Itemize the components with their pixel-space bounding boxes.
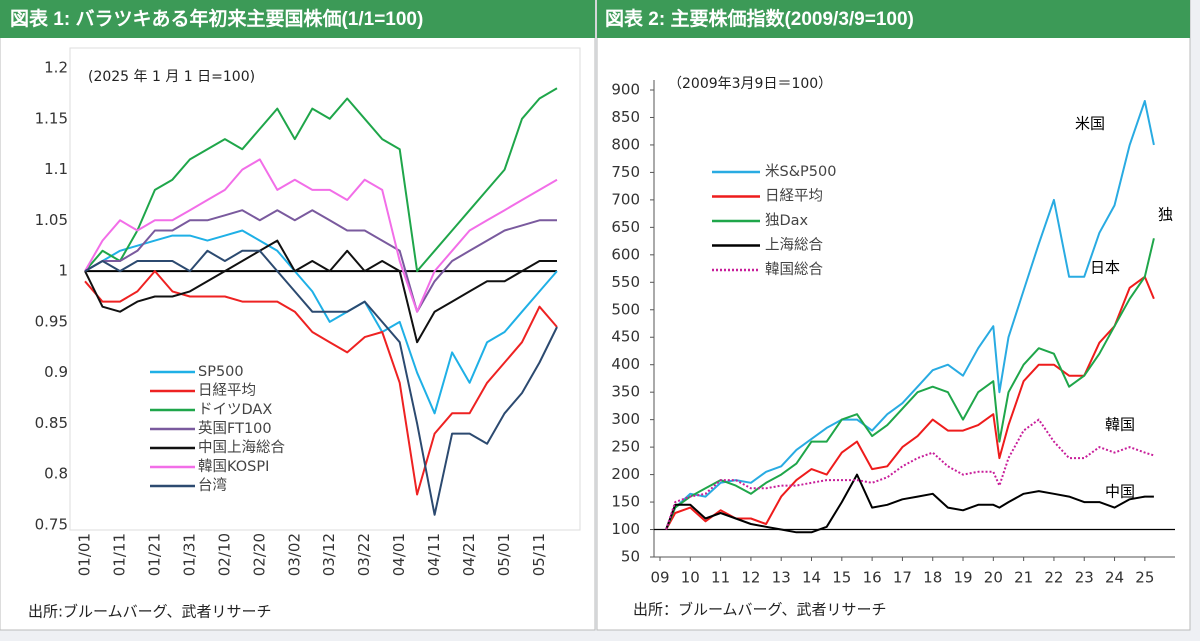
header-bar — [597, 0, 1190, 38]
y-tick-label: 1.05 — [35, 211, 68, 229]
x-tick-label: 04/11 — [425, 533, 443, 576]
y-tick-label: 600 — [611, 245, 640, 263]
y-tick-label: 100 — [611, 520, 640, 538]
y-tick-label: 500 — [611, 300, 640, 318]
series-line — [84, 209, 557, 313]
y-tick-label: 150 — [611, 493, 640, 511]
x-tick-label: 14 — [802, 569, 821, 587]
legend-label: 韓国総合 — [765, 261, 823, 278]
legend-label: 中国上海総合 — [198, 439, 285, 456]
y-tick-label: 1.1 — [44, 160, 68, 178]
y-tick-label: 50 — [621, 548, 640, 566]
series-line — [84, 239, 557, 344]
x-tick-label: 21 — [1014, 569, 1033, 587]
y-tick-label: 200 — [611, 465, 640, 483]
x-tick-label: 01/31 — [180, 533, 198, 576]
y-tick-label: 550 — [611, 273, 640, 291]
chart-note: （2009年3月9日＝100） — [668, 76, 832, 92]
annotation: 韓国 — [1105, 416, 1135, 434]
x-tick-label: 05/11 — [530, 533, 548, 576]
legend-label: ドイツDAX — [198, 402, 272, 418]
x-tick-label: 16 — [863, 569, 882, 587]
y-tick-label: 1.2 — [44, 59, 68, 77]
annotation: 日本 — [1090, 259, 1120, 277]
x-tick-label: 20 — [984, 569, 1003, 587]
x-tick-label: 05/01 — [495, 533, 513, 576]
x-tick-label: 15 — [832, 569, 851, 587]
series-line — [84, 87, 558, 273]
x-tick-label: 13 — [772, 569, 791, 587]
y-tick-label: 900 — [611, 81, 640, 99]
x-tick-label: 02/10 — [215, 533, 233, 576]
x-tick-label: 09 — [650, 569, 669, 587]
y-tick-label: 0.75 — [35, 516, 68, 534]
x-tick-label: 03/02 — [285, 533, 303, 576]
annotation: 中国 — [1105, 483, 1135, 501]
series-line — [84, 158, 558, 313]
y-tick-label: 700 — [611, 190, 640, 208]
x-tick-label: 23 — [1075, 569, 1094, 587]
y-tick-label: 1 — [58, 262, 68, 280]
y-tick-label: 750 — [611, 163, 640, 181]
series-line — [84, 229, 558, 415]
x-tick-label: 03/12 — [320, 533, 338, 576]
y-tick-label: 0.95 — [35, 312, 68, 330]
y-tick-label: 800 — [611, 135, 640, 153]
annotation: 独 — [1158, 206, 1173, 224]
y-tick-label: 250 — [611, 438, 640, 456]
x-tick-label: 25 — [1135, 569, 1154, 587]
x-tick-label: 24 — [1105, 569, 1124, 587]
legend-label: 英国FT100 — [198, 419, 272, 437]
y-tick-label: 450 — [611, 328, 640, 346]
x-tick-label: 04/01 — [390, 533, 408, 576]
series-line — [665, 100, 1155, 530]
panel — [596, 0, 1191, 631]
x-tick-label: 10 — [681, 569, 700, 587]
chart-title: 図表 2: 主要株価指数(2009/3/9=100) — [605, 7, 914, 30]
legend-label: 日経平均 — [198, 382, 256, 399]
x-tick-label: 02/20 — [250, 533, 268, 576]
legend-label: 独Dax — [765, 212, 809, 229]
series-line — [84, 270, 558, 496]
x-tick-label: 17 — [893, 569, 912, 587]
legend-label: 台湾 — [198, 477, 227, 494]
y-tick-label: 0.8 — [44, 465, 68, 483]
x-tick-label: 03/22 — [355, 533, 373, 576]
x-tick-label: 01/21 — [145, 533, 163, 576]
x-tick-label: 01/01 — [76, 533, 94, 576]
x-tick-label: 22 — [1044, 569, 1063, 587]
x-tick-label: 18 — [923, 569, 942, 587]
x-tick-label: 11 — [711, 569, 730, 587]
y-tick-label: 350 — [611, 383, 640, 401]
series-line — [665, 238, 1155, 530]
source-note: 出所：ブルームバーグ、武者リサーチ — [633, 601, 887, 619]
y-tick-label: 300 — [611, 410, 640, 428]
y-tick-label: 0.9 — [44, 363, 68, 381]
series-line — [665, 473, 1154, 534]
legend-label: 米S&P500 — [765, 163, 836, 180]
chart-title: 図表 1: バラツキある年初来主要国株価(1/1=100) — [10, 7, 423, 30]
legend-label: 日経平均 — [765, 188, 823, 205]
x-tick-label: 19 — [953, 569, 972, 587]
source-note: 出所:ブルームバーグ、武者リサーチ — [28, 603, 272, 621]
series-line — [665, 418, 1155, 530]
y-tick-label: 850 — [611, 108, 640, 126]
y-tick-label: 650 — [611, 218, 640, 236]
y-tick-label: 1.15 — [35, 109, 68, 127]
x-tick-label: 04/21 — [460, 533, 478, 576]
legend-label: SP500 — [198, 364, 244, 380]
y-tick-label: 400 — [611, 355, 640, 373]
legend-label: 韓国KOSPI — [198, 458, 269, 475]
annotation: 米国 — [1075, 115, 1105, 133]
chart-note: (2025 年 1 月 1 日=100) — [88, 69, 255, 85]
x-tick-label: 12 — [741, 569, 760, 587]
x-tick-label: 01/11 — [110, 533, 128, 576]
series-line — [665, 275, 1155, 530]
legend-label: 上海総合 — [765, 237, 823, 254]
y-tick-label: 0.85 — [35, 414, 68, 432]
plot-frame — [69, 47, 581, 531]
series-line — [84, 249, 558, 516]
header-bar — [0, 0, 595, 38]
